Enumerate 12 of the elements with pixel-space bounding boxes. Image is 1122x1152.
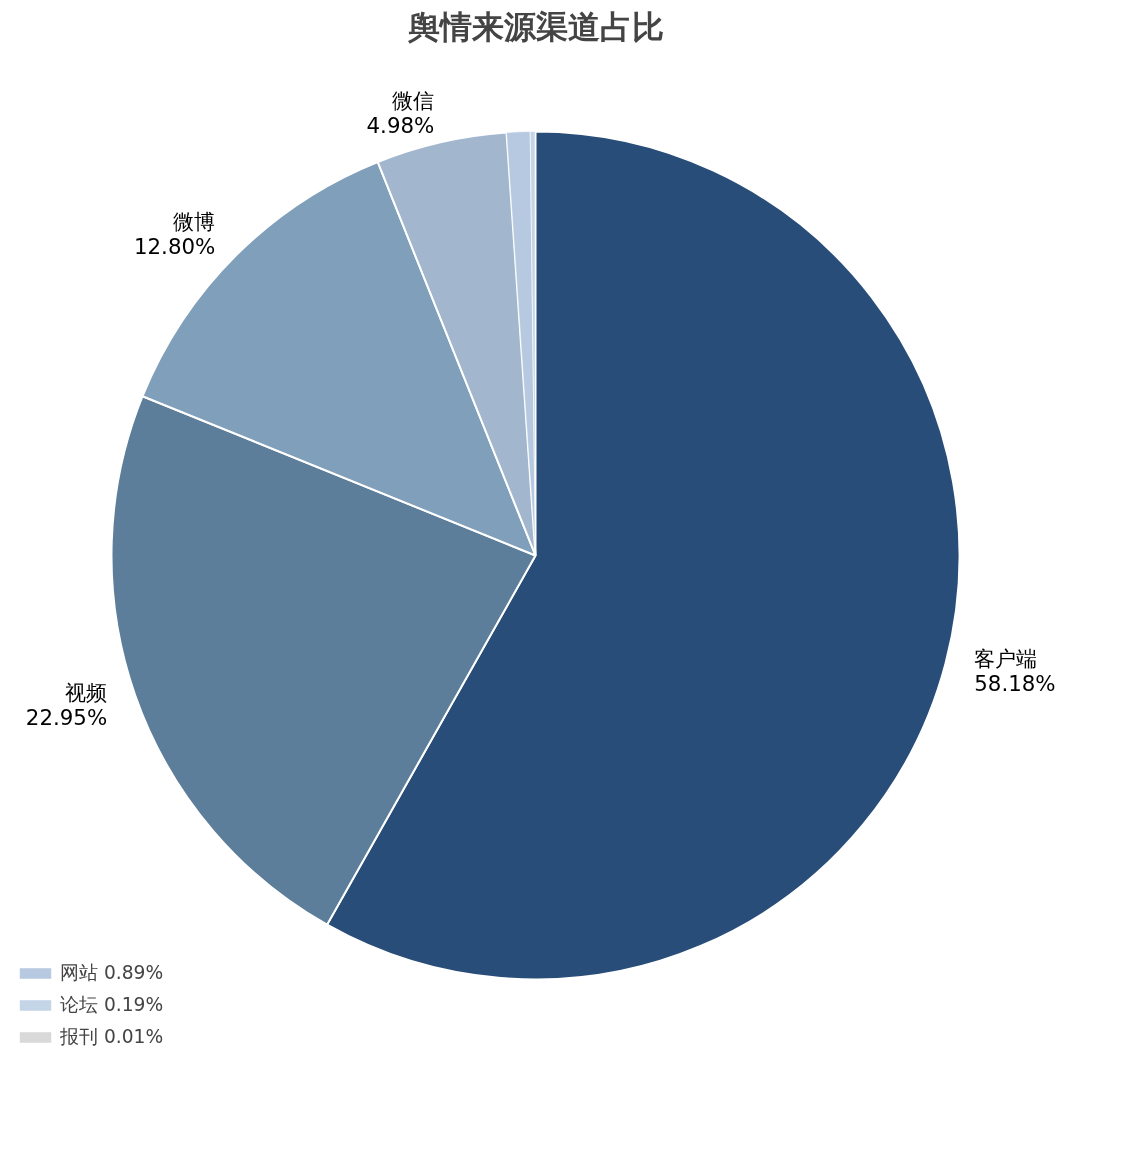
chart-title: 舆情来源渠道占比 xyxy=(406,7,664,46)
slice-label: 微博 xyxy=(173,208,216,234)
data-label: 58.18% xyxy=(974,670,1056,696)
legend-label: 论坛 0.19% xyxy=(60,993,164,1017)
data-label: 12.80% xyxy=(133,233,216,259)
data-label: 4.98% xyxy=(366,112,435,138)
slice-label: 客户端 xyxy=(974,645,1038,671)
slice-label: 视频 xyxy=(65,680,108,706)
data-label: 22.95% xyxy=(25,705,108,731)
legend-label: 网站 0.89% xyxy=(60,961,164,985)
slice-label: 微信 xyxy=(392,87,435,113)
legend-label: 报刊 0.01% xyxy=(60,1025,164,1049)
